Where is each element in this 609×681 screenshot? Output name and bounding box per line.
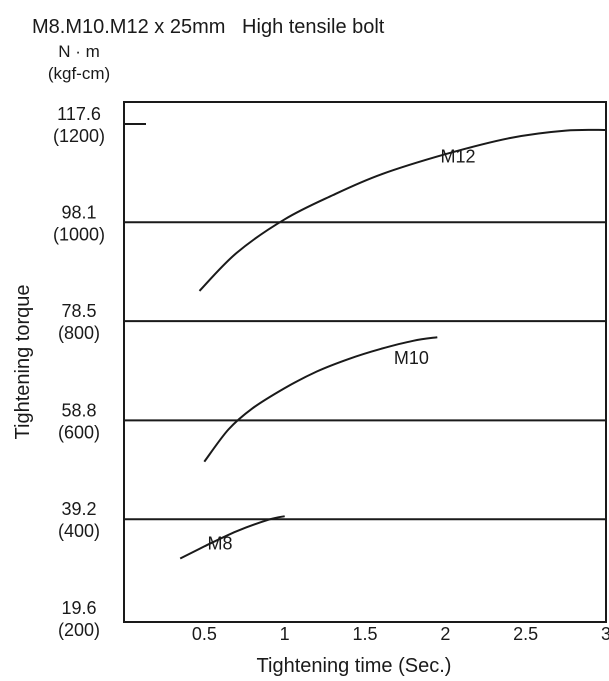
y-tick-label: 78.5	[61, 301, 96, 321]
y-tick-sublabel: (1000)	[53, 224, 105, 244]
y-tick-label: 117.6	[57, 104, 101, 124]
x-tick-label: 3	[601, 624, 609, 644]
series-label-m12: M12	[441, 146, 476, 166]
y-tick-sublabel: (200)	[58, 620, 100, 640]
series-line-m12	[198, 128, 607, 292]
series-label-m8: M8	[208, 533, 233, 553]
plot-frame	[123, 101, 607, 623]
y-tick-sublabel: (400)	[58, 521, 100, 541]
chart-title: M8.M10.M12 x 25mm High tensile bolt	[32, 16, 385, 38]
x-axis-label: Tightening time (Sec.)	[257, 655, 452, 677]
x-tick-label: 1.5	[352, 624, 377, 644]
y-tick-label: 19.6	[61, 598, 96, 618]
y-tick-sublabel: (800)	[58, 323, 100, 343]
y-tick-label: 98.1	[61, 202, 96, 222]
series-label-m10: M10	[394, 348, 429, 368]
x-tick-label: 1	[280, 624, 290, 644]
y-tick-sublabel: (600)	[58, 422, 100, 442]
series-line-m8	[179, 515, 285, 560]
x-tick-label: 0.5	[192, 624, 217, 644]
y-unit-top: N · m	[58, 42, 100, 61]
y-tick-label: 39.2	[61, 499, 96, 519]
x-tick-label: 2	[440, 624, 450, 644]
gridlines	[124, 221, 606, 521]
y-axis-label: Tightening torque	[12, 285, 34, 440]
y-tick-label: 58.8	[61, 400, 96, 420]
x-tick-label: 2.5	[513, 624, 538, 644]
y-tick-labels: 19.6(200) 39.2(400) 58.8(600) 78.5(800) 98.1…	[53, 104, 105, 640]
x-tick-labels: 0.5 1 1.5 2 2.5 3	[192, 624, 609, 644]
series-lines: M12 M10 M8	[179, 128, 607, 560]
y-unit-bottom: (kgf-cm)	[48, 64, 110, 83]
series-line-m10	[203, 336, 438, 463]
y-tick-sublabel: (1200)	[53, 126, 105, 146]
